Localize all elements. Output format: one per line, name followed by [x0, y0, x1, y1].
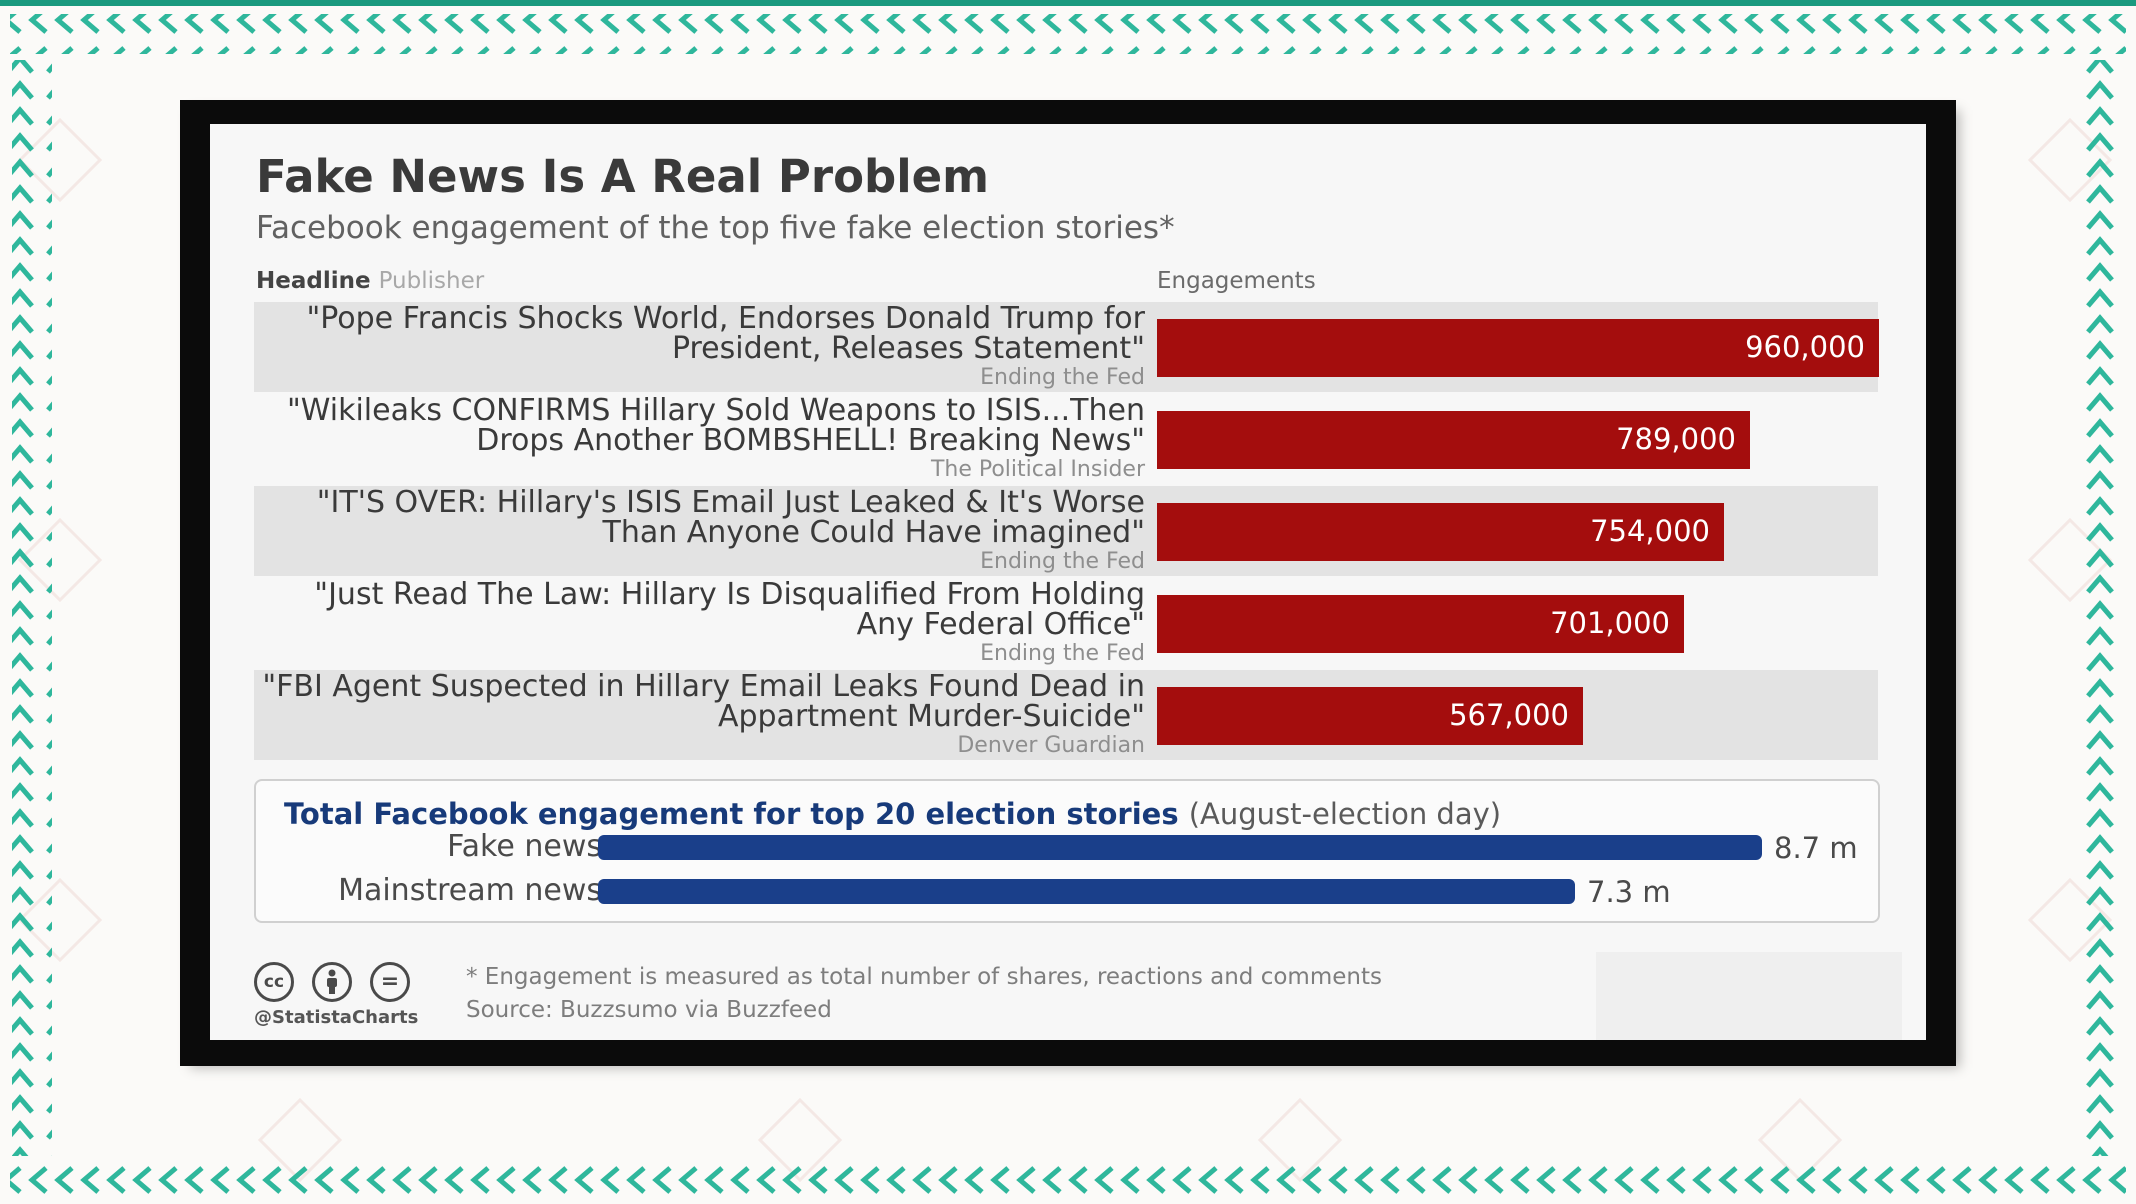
bar-value-label: 701,000: [1550, 606, 1670, 640]
summary-bar: [598, 835, 1762, 860]
summary-bar: [598, 879, 1575, 904]
headline-header-label: Headline: [256, 268, 371, 294]
summary-title-note: (August-election day): [1188, 797, 1502, 831]
cc-icon: cc: [254, 962, 294, 1002]
engagement-bar: [1157, 503, 1724, 561]
statista-handle: @StatistaCharts: [254, 1007, 419, 1028]
headline-label: "FBI Agent Suspected in Hillary Email Le…: [262, 669, 1145, 734]
source-note: Source: Buzzsumo via Buzzfeed: [466, 997, 832, 1023]
row-background: [254, 670, 1878, 760]
nd-icon: =: [370, 962, 410, 1002]
summary-category-label: Fake news: [447, 829, 602, 864]
headline-label: "Just Read The Law: Hillary Is Disqualif…: [314, 577, 1145, 642]
publisher-header-label: Publisher: [378, 268, 485, 294]
chart-card: Fake News Is A Real Problem Facebook eng…: [210, 124, 1926, 1040]
summary-title-text: Total Facebook engagement for top 20 ele…: [284, 797, 1179, 831]
summary-category-label: Mainstream news: [338, 873, 602, 908]
bar-value-label: 789,000: [1616, 422, 1736, 456]
publisher-label: The Political Insider: [930, 457, 1145, 482]
headline-label: "Wikileaks CONFIRMS Hillary Sold Weapons…: [286, 393, 1145, 458]
headline-label: "Pope Francis Shocks World, Endorses Don…: [306, 301, 1145, 366]
publisher-label: Ending the Fed: [980, 549, 1145, 574]
summary-value-label: 8.7 m: [1774, 831, 1858, 865]
bar-value-label: 567,000: [1449, 698, 1569, 732]
footnote: * Engagement is measured as total number…: [466, 964, 1382, 990]
bar-value-label: 754,000: [1590, 514, 1710, 548]
column-header-headline: Headline Publisher: [256, 268, 484, 294]
engagement-bar: [1157, 411, 1750, 469]
chart-title: Fake News Is A Real Problem: [256, 150, 990, 203]
by-icon: [312, 962, 352, 1002]
chart-subtitle: Facebook engagement of the top five fake…: [256, 210, 1175, 246]
column-header-engagements: Engagements: [1157, 268, 1316, 294]
publisher-label: Ending the Fed: [980, 365, 1145, 390]
engagement-bar: [1157, 595, 1684, 653]
summary-title: Total Facebook engagement for top 20 ele…: [284, 797, 1501, 831]
summary-value-label: 7.3 m: [1587, 875, 1671, 909]
bar-value-label: 960,000: [1745, 330, 1865, 364]
publisher-label: Ending the Fed: [980, 641, 1145, 666]
engagement-bar: [1157, 319, 1879, 377]
engagement-bar: [1157, 687, 1583, 745]
publisher-label: Denver Guardian: [957, 733, 1145, 758]
headline-label: "IT'S OVER: Hillary's ISIS Email Just Le…: [316, 485, 1145, 550]
total-engagement-box: Total Facebook engagement for top 20 ele…: [254, 779, 1880, 923]
corner-patch: [1596, 952, 1902, 1040]
